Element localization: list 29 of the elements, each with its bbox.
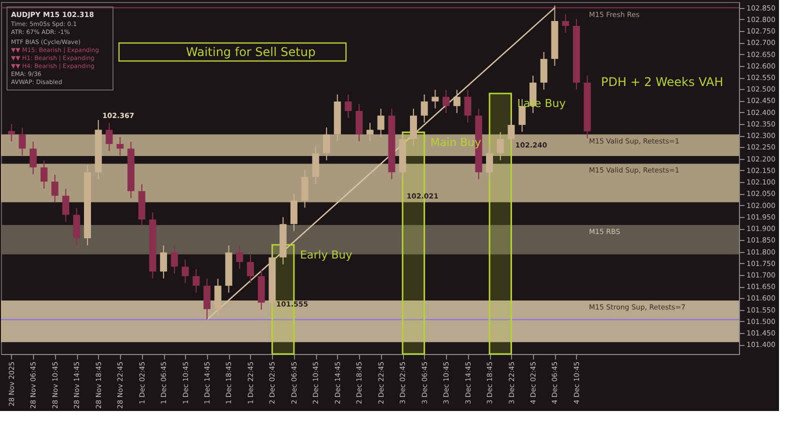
candlestick xyxy=(182,259,189,284)
candlestick xyxy=(562,14,570,34)
annotation: PDH + 2 Weeks VAH xyxy=(601,75,724,89)
candlestick xyxy=(8,123,15,142)
candlestick xyxy=(106,122,113,152)
candlestick xyxy=(540,51,548,90)
candlestick xyxy=(442,89,450,114)
candlestick xyxy=(18,126,26,156)
candlestick xyxy=(73,207,80,246)
candlestick xyxy=(30,141,37,175)
candlestick xyxy=(192,268,200,294)
candlestick xyxy=(116,136,124,156)
candlestick xyxy=(62,188,70,222)
candlestick xyxy=(356,104,363,142)
band-label: Early Buy xyxy=(300,248,353,262)
candlestick xyxy=(40,160,48,190)
candlestick xyxy=(170,244,178,274)
candlestick xyxy=(204,278,211,320)
candlestick xyxy=(236,244,244,270)
candlestick xyxy=(464,89,472,124)
candlestick xyxy=(420,94,428,124)
candlestick xyxy=(160,244,168,279)
candlestick xyxy=(453,89,460,114)
candlestick xyxy=(246,254,254,284)
annotation: Waiting for Sell Setup xyxy=(186,45,316,59)
candlestick xyxy=(214,278,222,317)
candlestick xyxy=(51,174,58,204)
candlestick xyxy=(432,89,439,109)
candlestick xyxy=(344,94,352,118)
